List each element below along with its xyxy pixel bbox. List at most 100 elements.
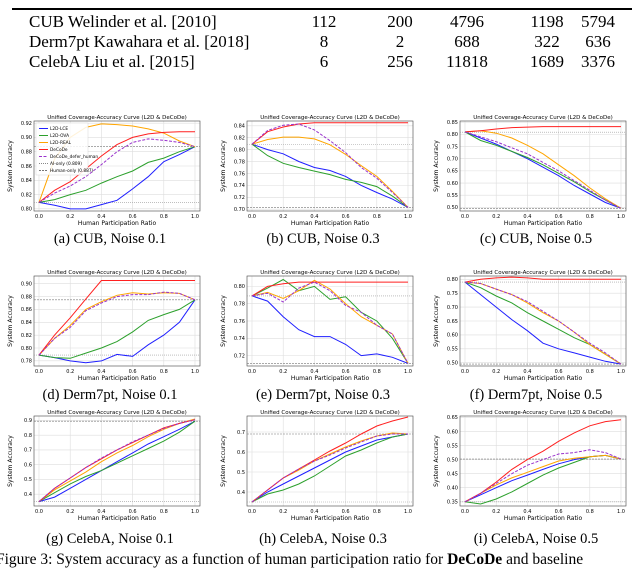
series-line-l2d-ova — [464, 131, 622, 209]
chart-title: Unified Coverage-Accuracy Curve (L2D & D… — [473, 410, 613, 416]
series-line-l2d-real — [464, 281, 622, 365]
plot-frame — [246, 120, 414, 212]
y-tick-label: 0.90 — [21, 135, 32, 141]
chart-title: Unified Coverage-Accuracy Curve (L2D & D… — [473, 270, 613, 276]
table-cell: 200 — [387, 12, 413, 31]
y-tick-label: 0.60 — [447, 181, 458, 187]
x-axis-label: Human Participation Ratio — [291, 515, 370, 522]
series-line-l2d-ova — [38, 420, 196, 503]
y-tick-label: 0.88 — [21, 150, 32, 156]
subfigure-caption: (d) Derm7pt, Noise 0.1 — [42, 387, 178, 403]
y-tick-label: 0.65 — [447, 319, 458, 325]
x-tick-label: 1.0 — [404, 369, 412, 375]
y-tick-label: 0.55 — [447, 347, 458, 353]
legend-label: Human-only (0.887) — [50, 168, 94, 174]
x-tick-label: 0.0 — [35, 369, 43, 375]
y-tick-label: 0.50 — [447, 457, 458, 463]
series-line-l2d-ova — [251, 143, 409, 208]
chart-e: 0.0 0.2 0.4 0.6 0.8 1.0 0.72 0.74 0.76 0.78 0.80 Un… — [220, 270, 414, 382]
x-tick-label: 0.0 — [248, 509, 256, 515]
y-tick-label: 0.84 — [234, 124, 245, 130]
y-axis-label: System Accuracy — [433, 295, 440, 347]
y-tick-label: 0.4 — [237, 490, 245, 496]
x-tick-label: 0.6 — [555, 509, 563, 515]
y-tick-label: 0.65 — [447, 169, 458, 175]
y-tick-label: 0.72 — [234, 353, 245, 359]
plot-frame — [33, 120, 201, 212]
chart-title: Unified Coverage-Accuracy Curve (L2D & D… — [47, 410, 187, 416]
subfigure-caption: (c) CUB, Noise 0.5 — [479, 231, 593, 247]
y-tick-label: 0.35 — [447, 500, 458, 506]
y-tick-label: 0.75 — [447, 144, 458, 150]
legend-label: AI-only (0.809) — [50, 161, 82, 167]
y-tick-label: 0.80 — [234, 284, 245, 290]
y-axis-label: System Accuracy — [7, 435, 14, 487]
series-line-l2d-ova — [251, 433, 409, 503]
table-cell: 256 — [387, 52, 413, 71]
y-tick-label: 0.86 — [21, 307, 32, 313]
series-line-decode-defer-human — [38, 419, 196, 502]
x-tick-label: 0.8 — [586, 369, 594, 375]
y-tick-label: 0.78 — [234, 301, 245, 307]
y-tick-label: 0.40 — [447, 486, 458, 492]
y-tick-label: 0.80 — [234, 147, 245, 153]
series-line-l2d-real — [38, 418, 196, 502]
series-line-l2d-real — [464, 130, 622, 209]
x-tick-label: 0.0 — [461, 214, 469, 220]
chart-title: Unified Coverage-Accuracy Curve (L2D & D… — [47, 270, 187, 276]
series-line-l2d-ova — [464, 281, 622, 365]
chart-title: Unified Coverage-Accuracy Curve (L2D & D… — [260, 115, 400, 121]
series-line-decode — [464, 276, 621, 283]
x-tick-label: 0.2 — [492, 509, 500, 515]
subfigure-caption: (g) CelebA, Noise 0.1 — [46, 531, 174, 547]
y-axis-label: System Accuracy — [7, 295, 14, 347]
dataset-name: CelebA Liu et al. [2015] — [29, 52, 195, 71]
x-tick-label: 1.0 — [191, 214, 199, 220]
x-tick-label: 1.0 — [191, 369, 199, 375]
x-tick-label: 0.0 — [461, 369, 469, 375]
x-tick-label: 0.4 — [310, 214, 318, 220]
x-tick-label: 0.0 — [248, 369, 256, 375]
x-tick-label: 0.6 — [129, 369, 137, 375]
chart-h: 0.0 0.2 0.4 0.6 0.8 1.0 0.4 0.5 0.6 0.7 Unified Co… — [220, 410, 414, 522]
x-tick-label: 0.8 — [373, 214, 381, 220]
caption-text: Figure 3: System accuracy as a function … — [0, 551, 448, 568]
y-tick-label: 0.50 — [447, 360, 458, 366]
series-line-decode-defer-human — [464, 449, 622, 503]
chart-i: 0.0 0.2 0.4 0.6 0.8 1.0 0.35 0.40 0.45 0.50 0.55 0.… — [433, 410, 627, 522]
y-tick-label: 0.76 — [234, 319, 245, 325]
series-line-l2d-real — [251, 136, 409, 208]
table-cell: 2 — [395, 32, 405, 51]
series-line-decode — [251, 122, 408, 145]
y-tick-label: 0.74 — [234, 336, 245, 342]
x-tick-label: 0.2 — [492, 214, 500, 220]
x-axis-label: Human Participation Ratio — [78, 220, 157, 227]
subfigure-caption: (e) Derm7pt, Noise 0.3 — [255, 387, 391, 403]
series-line-decode-defer-human — [464, 131, 622, 209]
legend-label: L2D-LCE — [50, 126, 68, 132]
y-tick-label: 0.74 — [234, 183, 245, 189]
y-axis-label: System Accuracy — [220, 140, 227, 192]
table-cell: 322 — [534, 32, 560, 51]
series-line-l2d-lce — [464, 454, 622, 503]
series-line-decode-defer-human — [464, 281, 622, 365]
x-tick-label: 1.0 — [404, 214, 412, 220]
y-tick-label: 0.65 — [447, 415, 458, 421]
x-tick-label: 0.6 — [342, 214, 350, 220]
x-axis-label: Human Participation Ratio — [78, 515, 157, 522]
chart-title: Unified Coverage-Accuracy Curve (L2D & D… — [260, 410, 400, 416]
table-cell: 8 — [319, 32, 329, 51]
x-tick-label: 0.8 — [160, 214, 168, 220]
table-cell: 5794 — [581, 12, 615, 31]
x-tick-label: 1.0 — [404, 509, 412, 515]
x-tick-label: 0.4 — [97, 214, 105, 220]
x-tick-label: 0.4 — [97, 369, 105, 375]
y-tick-label: 0.4 — [24, 492, 32, 498]
y-axis-label: System Accuracy — [7, 140, 14, 192]
series-line-decode — [464, 419, 622, 503]
plot-frame — [33, 415, 201, 507]
chart-b: 0.0 0.2 0.4 0.6 0.8 1.0 0.70 0.72 0.74 0.76 0.78 0.… — [220, 115, 414, 227]
x-tick-label: 0.4 — [97, 509, 105, 515]
x-tick-label: 0.4 — [310, 369, 318, 375]
table-cell: 6 — [319, 52, 329, 71]
